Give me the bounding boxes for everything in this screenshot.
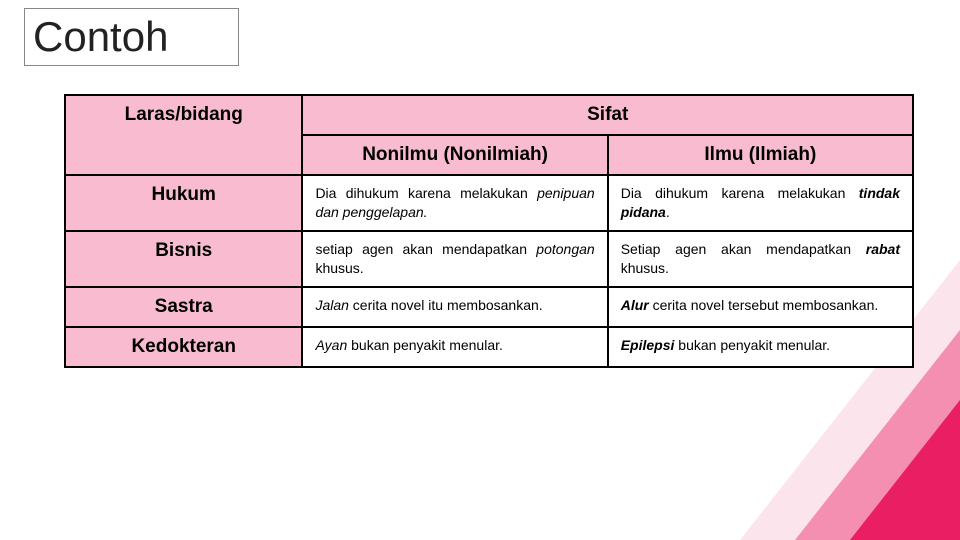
decor-triangle-inner: [850, 400, 960, 540]
subheader-ilmiah: Ilmu (Ilmiah): [608, 135, 913, 175]
row-label: Sastra: [65, 287, 302, 327]
cell-ilmiah: Dia dihukum karena melakukan tindak pida…: [608, 175, 913, 231]
header-laras: Laras/bidang: [65, 95, 302, 175]
cell-nonilmu: Dia dihukum karena melakukan penipuan da…: [302, 175, 607, 231]
cell-nonilmu: Jalan cerita novel itu membosankan.: [302, 287, 607, 327]
subheader-nonilmu: Nonilmu (Nonilmiah): [302, 135, 607, 175]
table-row: Bisnis setiap agen akan mendapatkan poto…: [65, 231, 913, 287]
row-label: Hukum: [65, 175, 302, 231]
table-row: Kedokteran Ayan bukan penyakit menular. …: [65, 327, 913, 367]
slide-title: Contoh: [33, 13, 168, 61]
slide-content: Contoh Laras/bidang Sifat Nonilmu (Nonil…: [0, 0, 960, 368]
table-row: Sastra Jalan cerita novel itu membosanka…: [65, 287, 913, 327]
header-sifat: Sifat: [302, 95, 913, 135]
cell-ilmiah: Alur cerita novel tersebut membosankan.: [608, 287, 913, 327]
comparison-table: Laras/bidang Sifat Nonilmu (Nonilmiah) I…: [64, 94, 914, 368]
cell-ilmiah: Epilepsi bukan penyakit menular.: [608, 327, 913, 367]
row-label: Kedokteran: [65, 327, 302, 367]
cell-nonilmu: Ayan bukan penyakit menular.: [302, 327, 607, 367]
table-body: Hukum Dia dihukum karena melakukan penip…: [65, 175, 913, 367]
cell-ilmiah: Setiap agen akan mendapatkan rabat khusu…: [608, 231, 913, 287]
cell-nonilmu: setiap agen akan mendapatkan potongan kh…: [302, 231, 607, 287]
table-row: Hukum Dia dihukum karena melakukan penip…: [65, 175, 913, 231]
title-box: Contoh: [24, 8, 239, 66]
row-label: Bisnis: [65, 231, 302, 287]
